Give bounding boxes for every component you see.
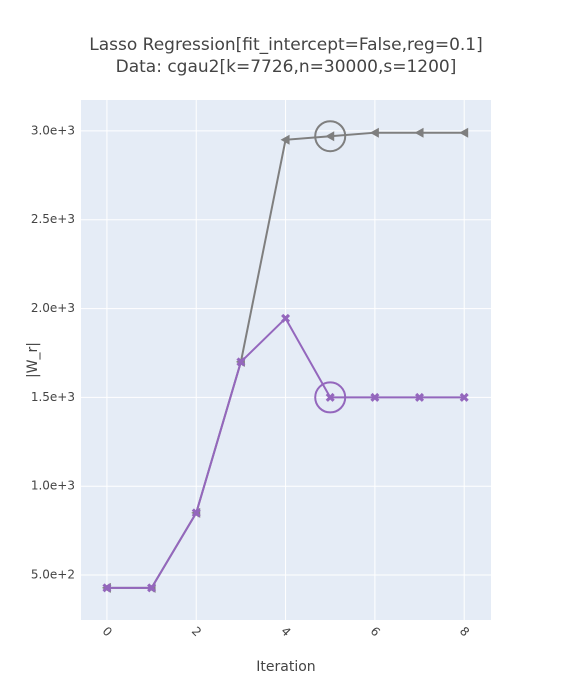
point-marker — [236, 357, 246, 367]
point-marker — [459, 392, 469, 402]
y-axis-title: |W_r| — [25, 342, 41, 378]
x-tick-label: 6 — [368, 624, 383, 639]
point-marker — [369, 127, 379, 138]
point-marker — [191, 508, 201, 518]
x-tick-label: 2 — [189, 624, 204, 639]
y-tick-label: 1.0e+3 — [31, 479, 75, 493]
x-tick-label: 8 — [457, 624, 472, 639]
y-tick-label: 2.5e+3 — [31, 212, 75, 226]
highlight-circle — [314, 120, 347, 153]
grid — [81, 100, 491, 620]
point-marker — [414, 127, 424, 138]
highlight-circle — [314, 381, 347, 414]
chart-subtitle: Data: cgau2[k=7726,n=30000,s=1200] — [116, 57, 457, 77]
point-marker — [280, 134, 290, 145]
point-marker — [281, 313, 291, 323]
marks — [101, 120, 469, 593]
point-marker — [325, 392, 335, 402]
point-marker — [325, 131, 335, 142]
chart-title: Lasso Regression[fit_intercept=False,reg… — [89, 35, 483, 55]
x-tick-label: 0 — [100, 624, 115, 639]
y-tick-label: 5.0e+2 — [31, 568, 75, 582]
y-tick-label: 1.5e+3 — [31, 390, 75, 404]
y-tick-label: 2.0e+3 — [31, 301, 75, 315]
x-axis-title: Iteration — [256, 659, 315, 675]
point-marker — [147, 583, 157, 593]
point-marker — [370, 392, 380, 402]
x-tick-label: 4 — [278, 624, 293, 639]
point-marker — [415, 392, 425, 402]
point-marker — [459, 127, 469, 138]
point-marker — [102, 583, 112, 593]
y-tick-label: 3.0e+3 — [31, 123, 75, 137]
